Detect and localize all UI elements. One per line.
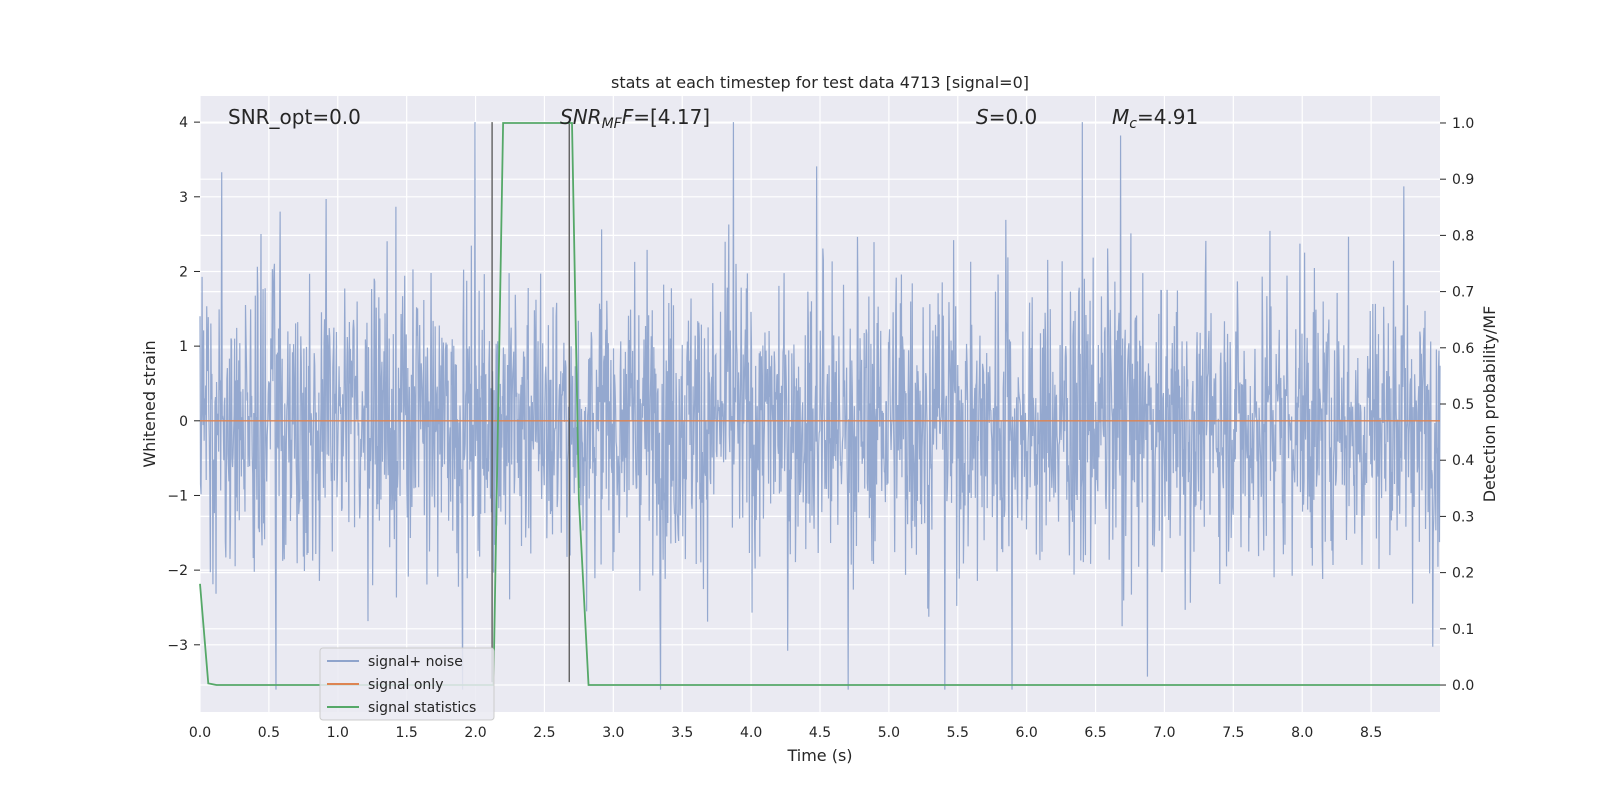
y2-tick-label: 0.2 [1452, 566, 1474, 582]
y2-axis-ticks: 0.0 0.1 0.2 0.3 0.4 0.5 0.6 0.7 0.8 0.9 1.0 [1440, 116, 1474, 694]
noise-line [199, 122, 1441, 690]
y-tick-label: 4 [179, 115, 188, 131]
annotation-s-main: S [976, 105, 989, 129]
x-tick-label: 8.0 [1291, 725, 1313, 741]
y2-tick-label: 0.7 [1452, 285, 1474, 301]
x-tick-label: 4.0 [740, 725, 762, 741]
x-axis-label: Time (s) [786, 746, 852, 765]
y2-tick-label: 0.4 [1452, 453, 1474, 469]
y-tick-label: −2 [167, 563, 188, 579]
series-signal-plus-noise [199, 122, 1441, 690]
y2-tick-label: 0.0 [1452, 678, 1474, 694]
annotation-snr-mf-main: SNR [560, 105, 602, 129]
y2-tick-label: 0.5 [1452, 397, 1474, 413]
x-tick-label: 0.5 [258, 725, 280, 741]
y-tick-label: −3 [167, 638, 188, 654]
y-tick-label: 2 [179, 264, 188, 280]
x-tick-label: 1.5 [396, 725, 418, 741]
x-tick-label: 3.0 [602, 725, 624, 741]
y-axis-ticks: −3 −2 −1 0 1 2 3 4 [167, 115, 200, 654]
annotation-mc-main: M [1112, 105, 1129, 129]
annotation-snr-mf: SNRMFF=[4.17] [560, 105, 710, 132]
legend-label-signal-only: signal only [368, 677, 443, 693]
y-tick-label: 1 [179, 339, 188, 355]
x-tick-label: 5.5 [947, 725, 969, 741]
signal-statistics-line [199, 122, 1440, 686]
x-tick-label: 1.0 [327, 725, 349, 741]
x-tick-label: 2.0 [464, 725, 486, 741]
annotation-snr-opt: SNR_opt=0.0 [228, 105, 361, 129]
x-tick-label: 2.5 [533, 725, 555, 741]
annotation-mc: Mc=4.91 [1112, 105, 1198, 132]
y2-tick-label: 0.3 [1452, 509, 1474, 525]
y2-tick-label: 0.1 [1452, 622, 1474, 638]
annotation-snr-mf-value: =[4.17] [633, 105, 710, 129]
annotation-s-value: =0.0 [989, 105, 1038, 129]
y-axis-label: Whitened strain [140, 340, 159, 467]
x-tick-label: 3.5 [671, 725, 693, 741]
legend-label-signal-statistics: signal statistics [368, 700, 476, 716]
vertical-markers [491, 122, 570, 683]
y-tick-label: 0 [179, 414, 188, 430]
x-tick-label: 6.0 [1016, 725, 1038, 741]
annotation-mc-sub: c [1129, 116, 1137, 132]
series-signal-statistics [199, 122, 1440, 686]
legend-label-signal-plus-noise: signal+ noise [368, 654, 463, 670]
x-tick-label: 4.5 [809, 725, 831, 741]
annotation-s: S=0.0 [976, 105, 1037, 129]
x-axis-ticks: 0.0 0.5 1.0 1.5 2.0 2.5 3.0 3.5 4.0 4.5 5.0 5.5 6.0 6… [189, 725, 1382, 741]
x-tick-label: 8.5 [1360, 725, 1382, 741]
legend: signal+ noise signal only signal statist… [319, 647, 495, 721]
annotation-snr-mf-f: F [622, 105, 634, 129]
x-tick-label: 6.5 [1084, 725, 1106, 741]
y-tick-label: 3 [179, 190, 188, 206]
y2-tick-label: 0.8 [1452, 228, 1474, 244]
y2-tick-label: 0.6 [1452, 341, 1474, 357]
y-tick-label: −1 [167, 488, 188, 504]
x-tick-label: 5.0 [878, 725, 900, 741]
x-tick-label: 7.5 [1222, 725, 1244, 741]
y2-axis-label: Detection probability/MF [1480, 306, 1499, 503]
annotation-mc-value: =4.91 [1137, 105, 1198, 129]
legend-box [319, 647, 495, 721]
y2-tick-label: 0.9 [1452, 172, 1474, 188]
chart-title: stats at each timestep for test data 471… [611, 73, 1029, 92]
x-tick-label: 7.0 [1153, 725, 1175, 741]
x-tick-label: 0.0 [189, 725, 211, 741]
annotation-snr-mf-sub: MF [602, 116, 623, 132]
y2-tick-label: 1.0 [1452, 116, 1474, 132]
